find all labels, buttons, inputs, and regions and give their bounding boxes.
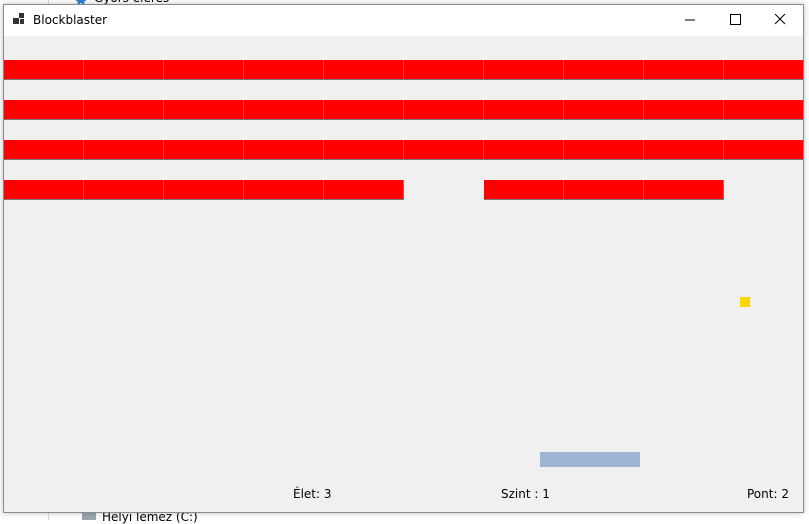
brick (484, 140, 564, 160)
brick (164, 180, 244, 200)
drive-icon (82, 513, 96, 520)
app-icon (13, 13, 24, 24)
level-label: Szint : 1 (501, 487, 550, 501)
brick (4, 100, 84, 120)
brick (644, 100, 724, 120)
brick (244, 140, 324, 160)
brick (484, 180, 564, 200)
brick (644, 180, 724, 200)
brick (4, 180, 84, 200)
maximize-button[interactable] (712, 5, 758, 35)
brick (84, 180, 164, 200)
brick (644, 140, 724, 160)
brick (724, 140, 803, 160)
lives-label: Élet: 3 (293, 487, 332, 501)
brick (84, 140, 164, 160)
brick (404, 100, 484, 120)
brick (244, 180, 324, 200)
brick (484, 60, 564, 80)
brick (84, 60, 164, 80)
close-button[interactable] (757, 5, 803, 35)
brick (484, 100, 564, 120)
star-icon (75, 0, 87, 5)
brick (724, 100, 803, 120)
brick (4, 60, 84, 80)
score-label: Pont: 2 (747, 487, 789, 501)
paddle (540, 452, 640, 467)
brick (84, 100, 164, 120)
brick (644, 60, 724, 80)
minimize-button[interactable] (667, 5, 713, 35)
window-title: Blockblaster (33, 13, 108, 27)
brick (164, 100, 244, 120)
game-window: Blockblaster Élet: 3 Szint : 1 Pont: 2 (3, 4, 804, 513)
brick (404, 60, 484, 80)
brick (404, 140, 484, 160)
brick (324, 180, 404, 200)
brick (164, 60, 244, 80)
brick (564, 100, 644, 120)
brick (324, 100, 404, 120)
brick (724, 60, 803, 80)
title-bar: Blockblaster (4, 5, 803, 36)
brick (164, 140, 244, 160)
brick (564, 180, 644, 200)
brick (244, 100, 324, 120)
brick (324, 60, 404, 80)
brick (564, 60, 644, 80)
brick (4, 140, 84, 160)
brick (324, 140, 404, 160)
ball (740, 297, 750, 307)
quick-access-item[interactable]: Gyors elérés (94, 0, 169, 5)
brick (244, 60, 324, 80)
brick (564, 140, 644, 160)
